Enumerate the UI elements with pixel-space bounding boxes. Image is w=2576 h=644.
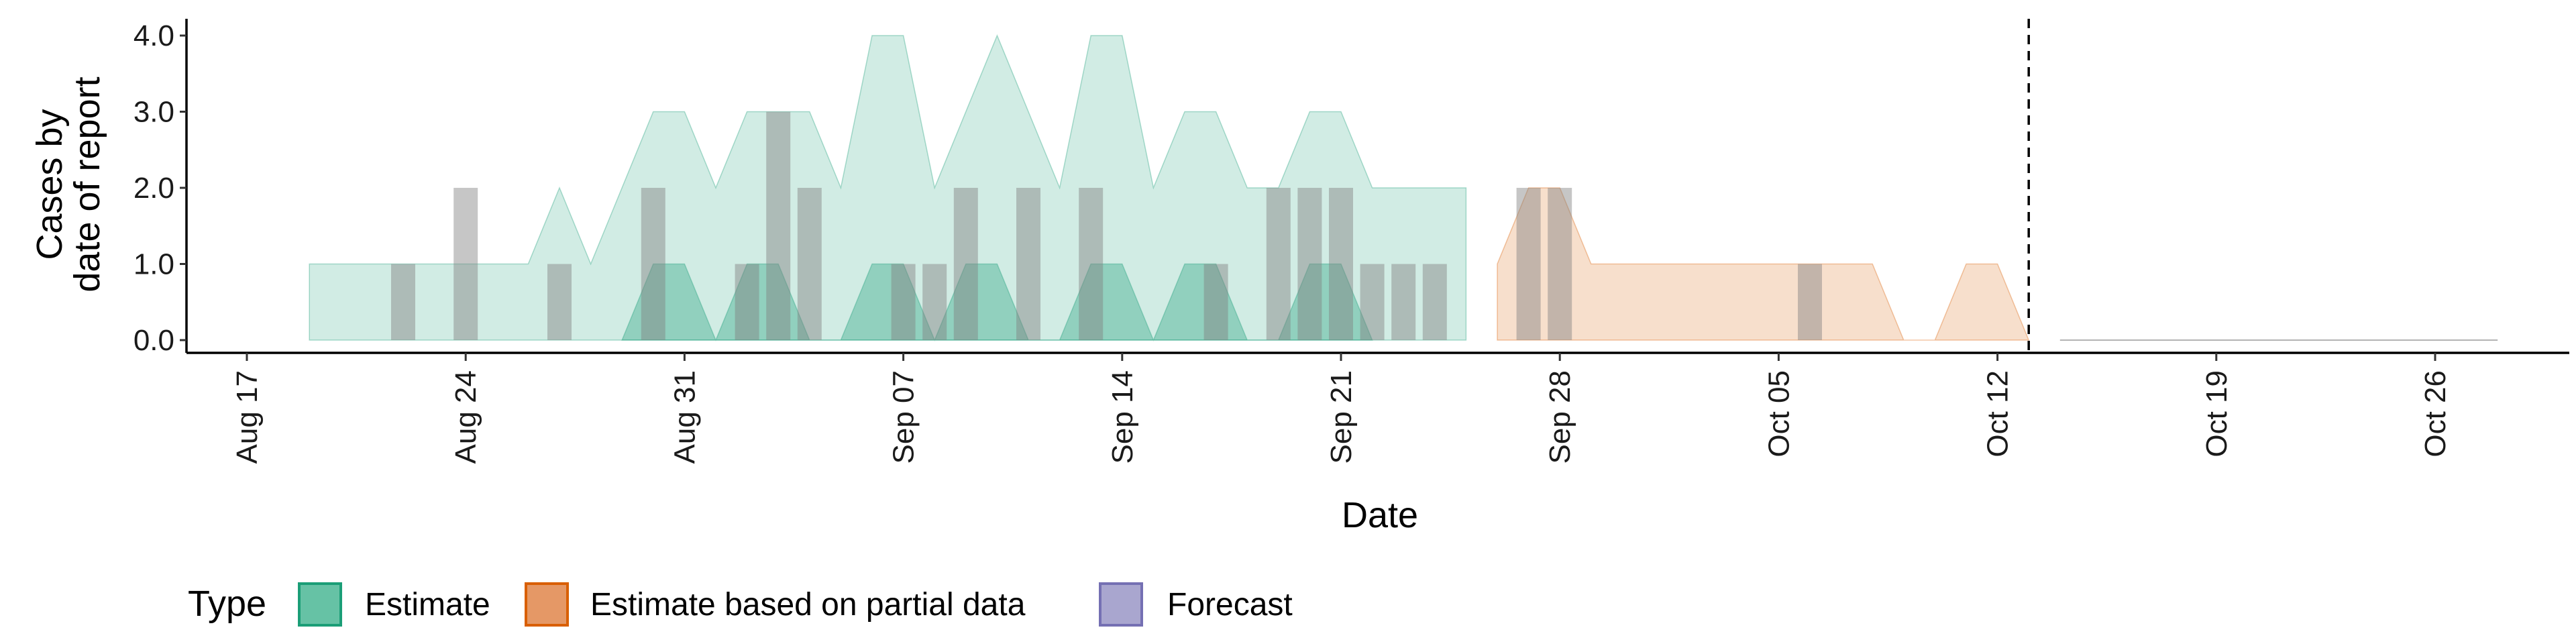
- reported-cases-bar-2020-08-27: [547, 264, 572, 340]
- reported-cases-bar-2020-10-06: [1798, 264, 1822, 340]
- reported-cases-bar-2020-09-13: [1079, 188, 1104, 340]
- reported-cases-bar-2020-09-07: [891, 264, 916, 340]
- reported-cases-bar-2020-09-09: [953, 188, 978, 340]
- reported-cases-bar-2020-09-03: [766, 111, 791, 340]
- y-axis-title-line-2: date of report: [67, 76, 107, 292]
- legend-label-estimate: Estimate: [365, 587, 490, 623]
- x-tick-label-2020-10-05: Oct 05: [1762, 370, 1795, 458]
- x-tick-label-2020-09-21: Sep 21: [1325, 370, 1358, 464]
- y-tick-label-1.0: 1.0: [133, 248, 174, 281]
- reported-cases-bar-2020-09-19: [1266, 188, 1291, 340]
- x-tick-label-2020-09-07: Sep 07: [888, 370, 920, 464]
- reported-cases-bar-2020-09-02: [735, 264, 759, 340]
- reported-cases-bar-2020-09-28: [1548, 188, 1572, 340]
- y-tick-label-3.0: 3.0: [133, 96, 174, 129]
- legend-label-forecast: Forecast: [1167, 587, 1293, 623]
- legend: Type Estimate Estimate based on partial …: [188, 582, 1293, 627]
- reported-cases-bar-2020-09-04: [797, 188, 822, 340]
- reported-cases-bar-2020-09-20: [1297, 188, 1322, 340]
- y-axis-title: Cases by date of report: [30, 76, 107, 292]
- series-estimate-inner: [621, 263, 1373, 341]
- axes: 0.0 1.0 2.0 3.0 4.0 Aug 17 Aug 24 Aug 31 Sep 07 S…: [133, 19, 2569, 464]
- x-tick-label-2020-08-31: Aug 31: [668, 370, 701, 464]
- y-axis-title-line-1: Cases by: [30, 109, 70, 260]
- reported-cases-bar-2020-09-22: [1360, 264, 1385, 340]
- y-tick-label-4.0: 4.0: [133, 19, 174, 52]
- reported-cases-bar-2020-09-27: [1516, 188, 1541, 340]
- reported-cases-bar-2020-09-17: [1203, 264, 1228, 340]
- reported-cases-bar-2020-09-11: [1016, 188, 1040, 340]
- series-estimate-based-on-partial-data-outer: [1497, 187, 2030, 341]
- legend-item-estimate: Estimate: [298, 582, 490, 627]
- x-tick-label-2020-10-19: Oct 19: [2200, 370, 2233, 458]
- x-tick-label-2020-08-24: Aug 24: [449, 370, 482, 464]
- x-tick-label-2020-09-28: Sep 28: [1544, 370, 1576, 464]
- reported-cases-bar-2020-08-24: [453, 188, 478, 340]
- reported-cases-bar-2020-09-21: [1329, 188, 1353, 340]
- reported-cases-bar-2020-09-08: [922, 264, 947, 340]
- legend-key-partial: [525, 582, 569, 627]
- x-axis-title: Date: [1342, 495, 1418, 535]
- x-tick-label-2020-10-12: Oct 12: [1982, 370, 2015, 458]
- legend-item-partial: Estimate based on partial data: [525, 582, 1026, 627]
- reported-cases-bar-2020-09-23: [1391, 264, 1416, 340]
- legend-key-estimate: [298, 582, 342, 627]
- reported-cases-bar-2020-08-22: [391, 264, 415, 340]
- x-tick-label-2020-10-26: Oct 26: [2419, 370, 2452, 458]
- legend-key-forecast: [1099, 582, 1143, 627]
- legend-title: Type: [188, 584, 266, 624]
- legend-label-partial: Estimate based on partial data: [590, 587, 1026, 623]
- plot-area: [309, 19, 2498, 353]
- x-tick-label-2020-09-14: Sep 14: [1106, 370, 1139, 464]
- reported-cases-bar-2020-08-30: [641, 188, 665, 340]
- series-estimate-outer: [309, 34, 1467, 341]
- reported-cases-bar-2020-09-24: [1422, 264, 1447, 340]
- y-tick-label-2.0: 2.0: [133, 172, 174, 205]
- x-tick-label-2020-08-17: Aug 17: [231, 370, 264, 464]
- y-tick-label-0.0: 0.0: [133, 324, 174, 357]
- legend-item-forecast: Forecast: [1099, 582, 1293, 627]
